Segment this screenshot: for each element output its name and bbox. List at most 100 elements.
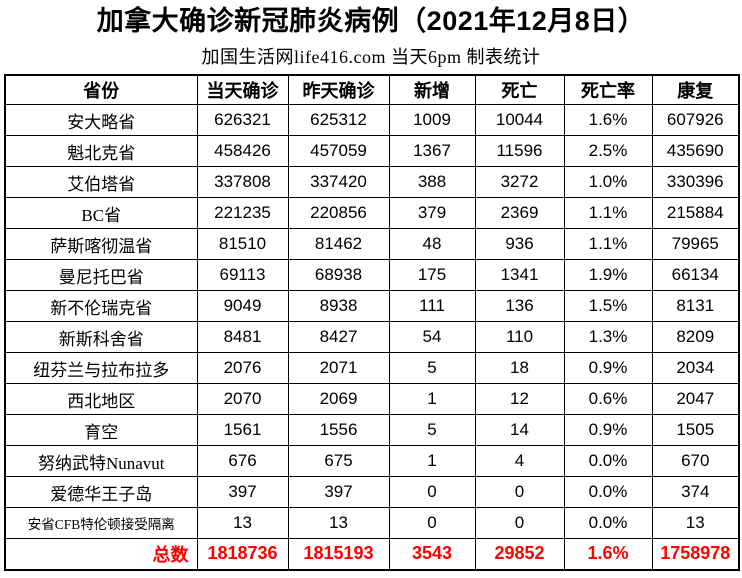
yesterday-confirmed-cell: 81462 — [287, 228, 390, 261]
total-deaths: 29852 — [474, 538, 565, 571]
new-cases-cell: 5 — [388, 352, 476, 385]
column-header-province: 省份 — [4, 74, 198, 106]
death-rate-cell: 1.1% — [563, 228, 653, 261]
deaths-cell: 0 — [474, 476, 565, 509]
death-rate-cell: 1.3% — [563, 321, 653, 354]
table-row: 新不伦瑞克省 9049 8938 111 136 1.5% 8131 — [4, 290, 740, 323]
today-confirmed-cell: 221235 — [196, 197, 289, 230]
death-rate-cell: 0.9% — [563, 414, 653, 447]
column-header-death-rate: 死亡率 — [563, 74, 653, 106]
province-name-cell: BC省 — [4, 197, 198, 230]
table-row: BC省 221235 220856 379 2369 1.1% 215884 — [4, 197, 740, 230]
table-row: 纽芬兰与拉布拉多 2076 2071 5 18 0.9% 2034 — [4, 352, 740, 385]
today-confirmed-cell: 1561 — [196, 414, 289, 447]
province-name-cell: 安大略省 — [4, 104, 198, 137]
death-rate-cell: 2.5% — [563, 135, 653, 168]
table-row: 萨斯喀彻温省 81510 81462 48 936 1.1% 79965 — [4, 228, 740, 261]
yesterday-confirmed-cell: 8938 — [287, 290, 390, 323]
yesterday-confirmed-cell: 8427 — [287, 321, 390, 354]
table-row: 安省CFB特伦顿接受隔离 13 13 0 0 0.0% 13 — [4, 507, 740, 540]
deaths-cell: 18 — [474, 352, 565, 385]
recovered-cell: 8209 — [651, 321, 740, 354]
new-cases-cell: 1367 — [388, 135, 476, 168]
recovered-cell: 2034 — [651, 352, 740, 385]
today-confirmed-cell: 397 — [196, 476, 289, 509]
total-label: 总数 — [4, 538, 198, 571]
column-header-yesterday-confirmed: 昨天确诊 — [287, 74, 390, 106]
total-today-confirmed: 1818736 — [196, 538, 289, 571]
total-recovered: 1758978 — [651, 538, 740, 571]
recovered-cell: 79965 — [651, 228, 740, 261]
death-rate-cell: 1.6% — [563, 104, 653, 137]
new-cases-cell: 1 — [388, 445, 476, 478]
recovered-cell: 435690 — [651, 135, 740, 168]
province-name-cell: 萨斯喀彻温省 — [4, 228, 198, 261]
death-rate-cell: 1.1% — [563, 197, 653, 230]
death-rate-cell: 1.0% — [563, 166, 653, 199]
yesterday-confirmed-cell: 13 — [287, 507, 390, 540]
today-confirmed-cell: 81510 — [196, 228, 289, 261]
table-row: 育空 1561 1556 5 14 0.9% 1505 — [4, 414, 740, 447]
deaths-cell: 1341 — [474, 259, 565, 292]
province-name-cell: 艾伯塔省 — [4, 166, 198, 199]
province-name-cell: 纽芬兰与拉布拉多 — [4, 352, 198, 385]
recovered-cell: 607926 — [651, 104, 740, 137]
recovered-cell: 330396 — [651, 166, 740, 199]
yesterday-confirmed-cell: 337420 — [287, 166, 390, 199]
new-cases-cell: 175 — [388, 259, 476, 292]
today-confirmed-cell: 69113 — [196, 259, 289, 292]
recovered-cell: 670 — [651, 445, 740, 478]
recovered-cell: 374 — [651, 476, 740, 509]
table-row: 艾伯塔省 337808 337420 388 3272 1.0% 330396 — [4, 166, 740, 199]
province-name-cell: 安省CFB特伦顿接受隔离 — [4, 507, 198, 540]
page-title: 加拿大确诊新冠肺炎病例（2021年12月8日） — [96, 6, 646, 36]
table-row: 魁北克省 458426 457059 1367 11596 2.5% 43569… — [4, 135, 740, 168]
province-name-cell: 新不伦瑞克省 — [4, 290, 198, 323]
table-row: 爱德华王子岛 397 397 0 0 0.0% 374 — [4, 476, 740, 509]
province-name-cell: 新斯科舍省 — [4, 321, 198, 354]
deaths-cell: 136 — [474, 290, 565, 323]
yesterday-confirmed-cell: 625312 — [287, 104, 390, 137]
recovered-cell: 13 — [651, 507, 740, 540]
total-yesterday-confirmed: 1815193 — [287, 538, 390, 571]
today-confirmed-cell: 337808 — [196, 166, 289, 199]
death-rate-cell: 0.9% — [563, 352, 653, 385]
total-row: 总数 1818736 1815193 3543 29852 1.6% 17589… — [4, 538, 740, 571]
table-row: 努纳武特Nunavut 676 675 1 4 0.0% 670 — [4, 445, 740, 478]
new-cases-cell: 1 — [388, 383, 476, 416]
deaths-cell: 12 — [474, 383, 565, 416]
recovered-cell: 215884 — [651, 197, 740, 230]
today-confirmed-cell: 676 — [196, 445, 289, 478]
new-cases-cell: 0 — [388, 507, 476, 540]
new-cases-cell: 48 — [388, 228, 476, 261]
death-rate-cell: 0.0% — [563, 476, 653, 509]
deaths-cell: 936 — [474, 228, 565, 261]
yesterday-confirmed-cell: 68938 — [287, 259, 390, 292]
table-row: 安大略省 626321 625312 1009 10044 1.6% 60792… — [4, 104, 740, 137]
province-name-cell: 西北地区 — [4, 383, 198, 416]
death-rate-cell: 1.9% — [563, 259, 653, 292]
death-rate-cell: 0.6% — [563, 383, 653, 416]
death-rate-cell: 0.0% — [563, 507, 653, 540]
new-cases-cell: 111 — [388, 290, 476, 323]
recovered-cell: 8131 — [651, 290, 740, 323]
recovered-cell: 66134 — [651, 259, 740, 292]
recovered-cell: 2047 — [651, 383, 740, 416]
today-confirmed-cell: 458426 — [196, 135, 289, 168]
deaths-cell: 11596 — [474, 135, 565, 168]
today-confirmed-cell: 626321 — [196, 104, 289, 137]
new-cases-cell: 0 — [388, 476, 476, 509]
column-header-today-confirmed: 当天确诊 — [196, 74, 289, 106]
province-name-cell: 爱德华王子岛 — [4, 476, 198, 509]
total-new-cases: 3543 — [388, 538, 476, 571]
today-confirmed-cell: 9049 — [196, 290, 289, 323]
table-row: 新斯科舍省 8481 8427 54 110 1.3% 8209 — [4, 321, 740, 354]
deaths-cell: 110 — [474, 321, 565, 354]
today-confirmed-cell: 8481 — [196, 321, 289, 354]
death-rate-cell: 1.5% — [563, 290, 653, 323]
covid-cases-table: 省份 当天确诊 昨天确诊 新增 死亡 死亡率 康复 安大略省 626321 62… — [4, 73, 740, 571]
yesterday-confirmed-cell: 675 — [287, 445, 390, 478]
today-confirmed-cell: 2070 — [196, 383, 289, 416]
recovered-cell: 1505 — [651, 414, 740, 447]
